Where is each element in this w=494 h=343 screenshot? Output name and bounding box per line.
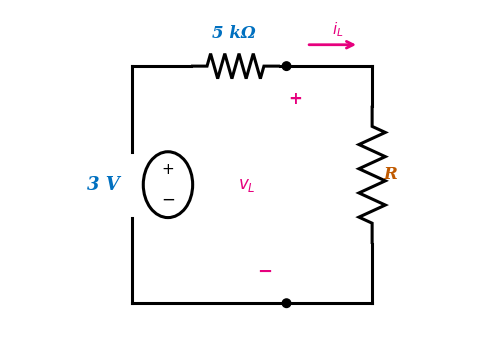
Text: −: − bbox=[257, 263, 273, 281]
Text: R: R bbox=[383, 166, 397, 183]
Text: $v_L$: $v_L$ bbox=[238, 176, 256, 194]
Circle shape bbox=[282, 62, 291, 70]
Circle shape bbox=[282, 299, 291, 307]
Text: 3 V: 3 V bbox=[87, 176, 120, 194]
Text: $i_L$: $i_L$ bbox=[332, 21, 343, 39]
Text: −: − bbox=[161, 190, 175, 209]
Text: +: + bbox=[162, 162, 174, 177]
Text: 5 kΩ: 5 kΩ bbox=[212, 25, 255, 42]
Text: +: + bbox=[288, 90, 302, 108]
